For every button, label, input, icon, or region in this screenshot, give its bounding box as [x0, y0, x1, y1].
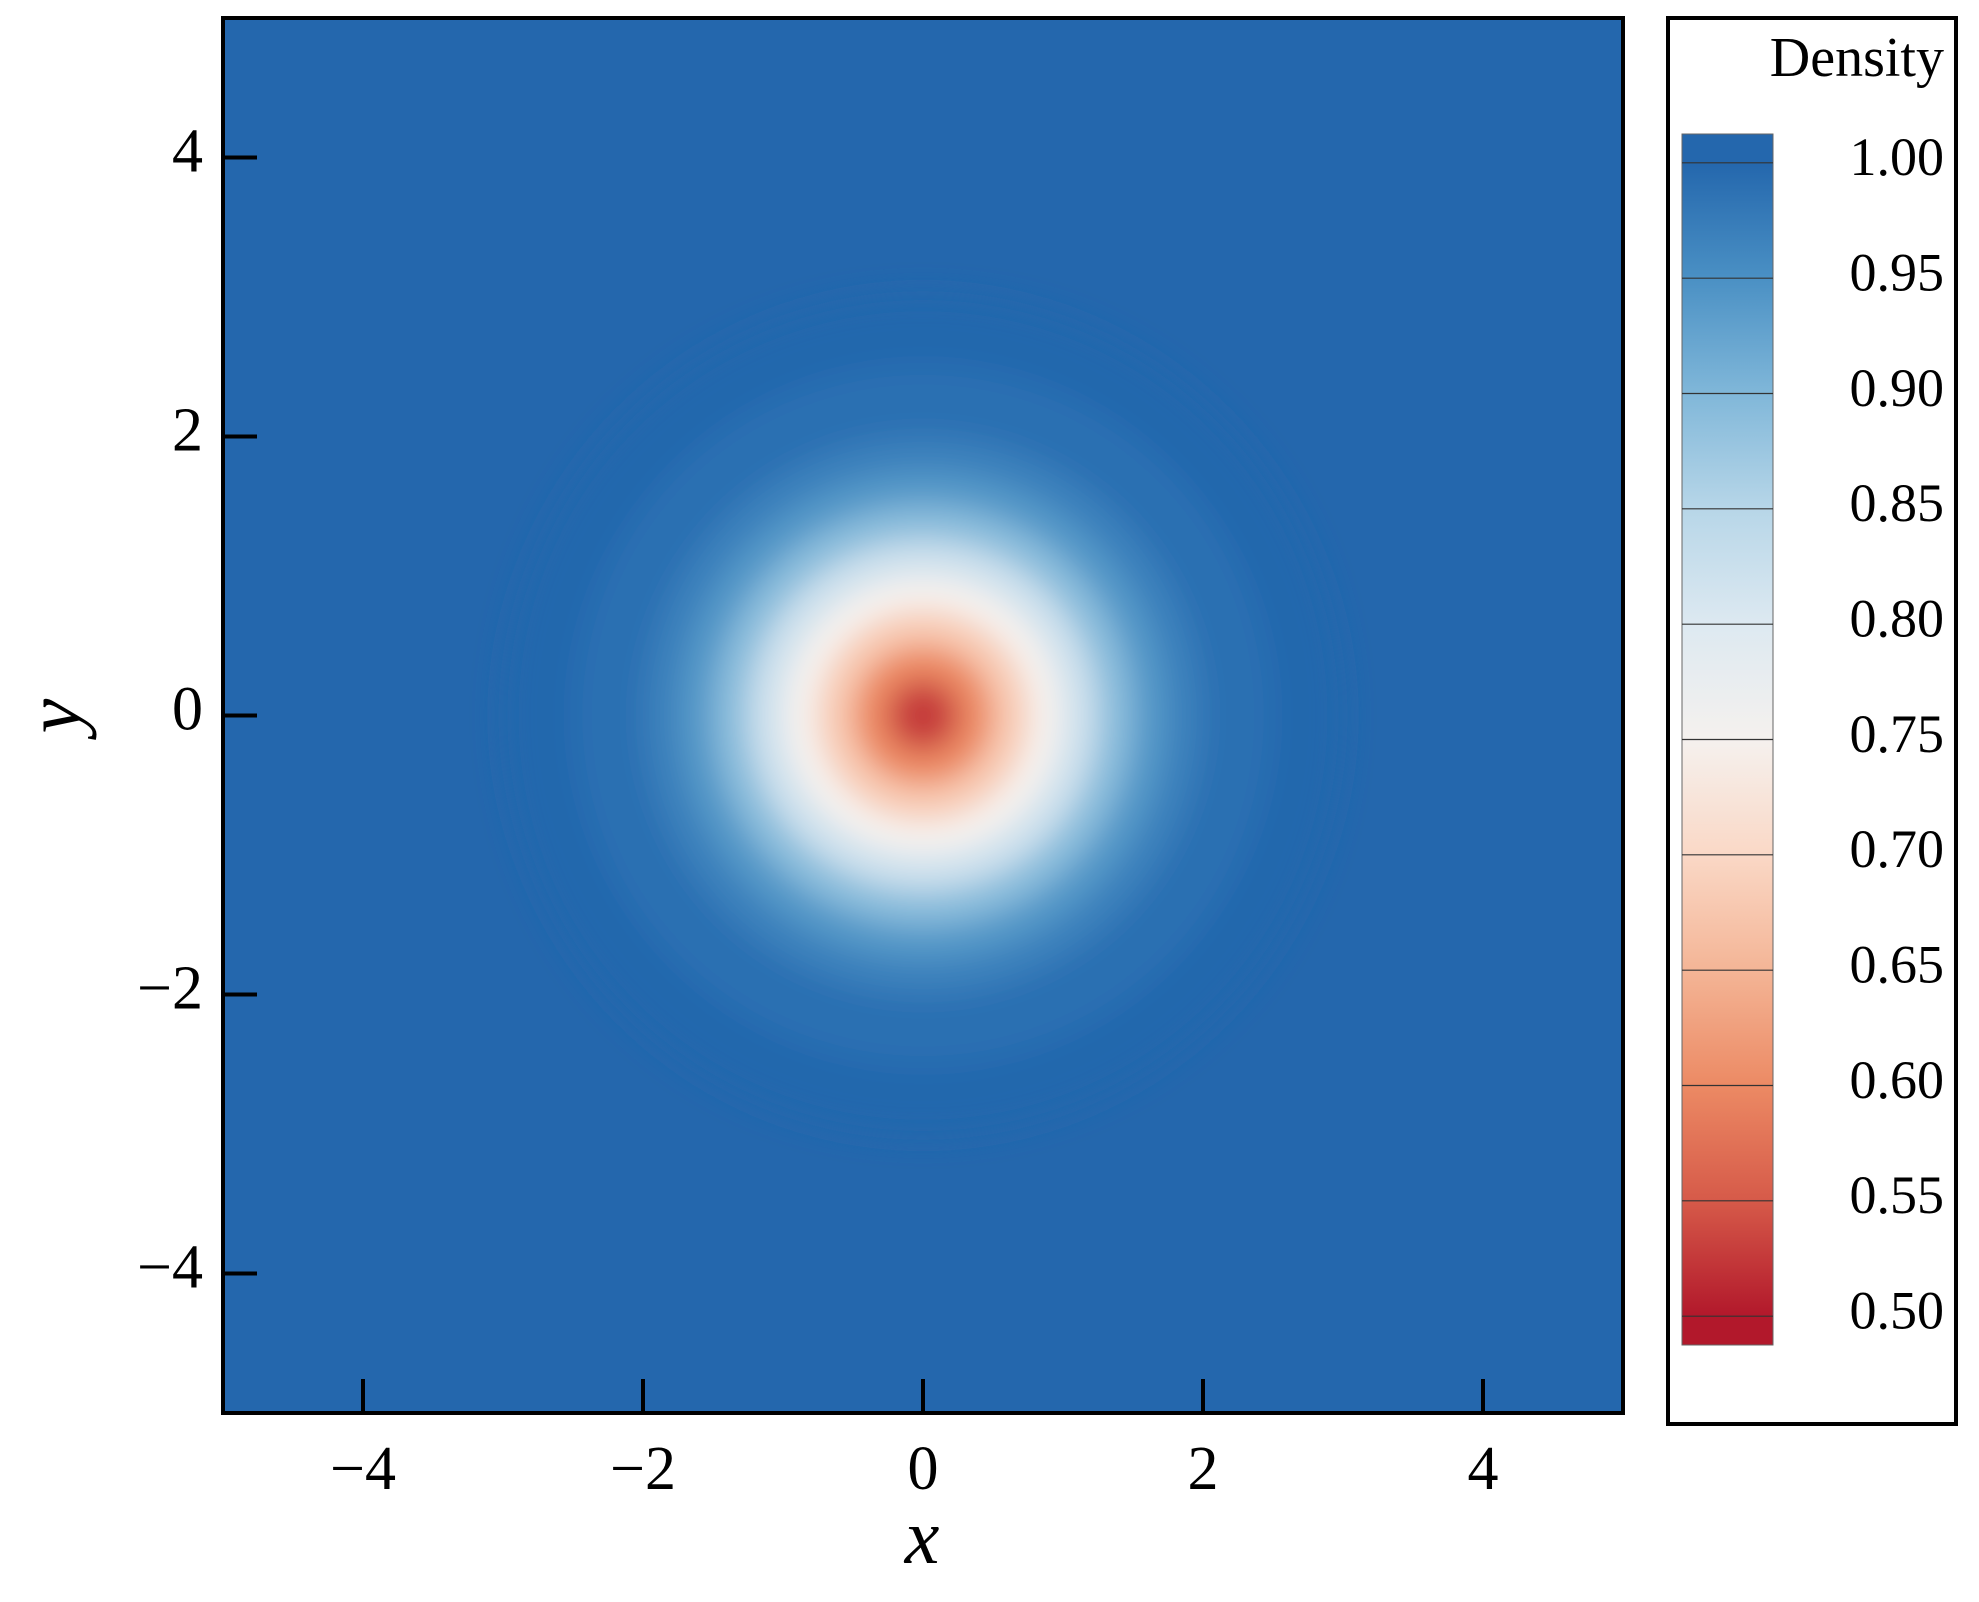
x-tick-label: 0 [908, 1435, 939, 1503]
x-tick-label: 4 [1468, 1435, 1499, 1503]
y-axis-label: y [10, 698, 97, 740]
colorbar-tick-label: 0.70 [1850, 819, 1945, 879]
colorbar-tick-label: 1.00 [1850, 127, 1945, 187]
y-tick-label: −4 [137, 1234, 203, 1302]
y-tick-label: 0 [172, 676, 203, 744]
colorbar-tick-label: 0.65 [1850, 935, 1945, 995]
colorbar-tick-label: 0.50 [1850, 1281, 1945, 1341]
colorbar-tick-label: 0.85 [1850, 473, 1945, 533]
x-axis-label: x [904, 1493, 940, 1580]
field-layers [503, 295, 1343, 1136]
colorbar-tick-label: 0.55 [1850, 1165, 1945, 1225]
x-tick-label: 2 [1188, 1435, 1219, 1503]
colorbar-tick-label: 0.90 [1850, 358, 1945, 418]
y-tick-label: −2 [137, 955, 203, 1023]
y-tick-label: 2 [172, 397, 203, 465]
colorbar-title: Density [1770, 27, 1944, 89]
colorbar-tick-label: 0.60 [1850, 1050, 1945, 1110]
field [503, 295, 1343, 1136]
density-contour [917, 709, 929, 722]
colorbar-tick-label: 0.75 [1850, 704, 1945, 764]
x-tick-label: −2 [610, 1435, 676, 1503]
colorbar-tick-label: 0.95 [1850, 243, 1945, 303]
x-tick-label: −4 [330, 1435, 396, 1503]
colorbar-tick-label: 0.80 [1850, 589, 1945, 649]
y-tick-label: 4 [172, 118, 203, 186]
